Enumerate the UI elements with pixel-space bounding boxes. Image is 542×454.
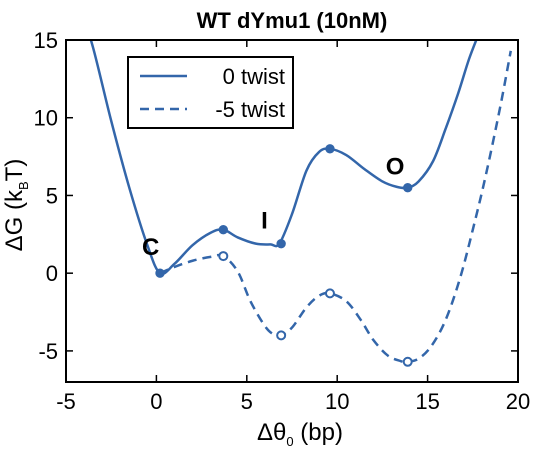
- data-point: [403, 182, 413, 193]
- state-label-i: I: [261, 208, 268, 235]
- legend-box: [127, 56, 294, 129]
- legend-label-0-twist: 0 twist: [223, 64, 285, 89]
- y-tick-label: -5: [38, 339, 58, 364]
- x-tick-label: 15: [415, 389, 439, 414]
- data-point: [218, 224, 228, 235]
- data-point: [218, 251, 229, 262]
- x-axis-title: Δθ0 (bp): [257, 419, 343, 449]
- legend: 0 twist -5 twist: [127, 56, 294, 129]
- series-curves: [89, 40, 512, 364]
- series-line-neg5-twist: [159, 50, 512, 364]
- x-tick-label: 20: [506, 389, 530, 414]
- y-axis-title-tail: T): [1, 159, 28, 182]
- y-tick-label: 10: [34, 106, 58, 131]
- data-point: [155, 268, 165, 278]
- data-point: [276, 330, 287, 341]
- y-axis-title-sub: B: [16, 181, 31, 190]
- x-tick-label: 5: [241, 389, 253, 414]
- series-markers: [155, 144, 413, 367]
- x-tick-label: -5: [56, 389, 76, 414]
- series-line-0-twist: [89, 40, 478, 276]
- x-axis-title-main: Δθ: [257, 419, 286, 446]
- plot-frame: [65, 39, 519, 383]
- chart-title: WT dYmu1 (10nM): [197, 8, 388, 33]
- x-axis-title-tail: (bp): [294, 419, 343, 446]
- y-axis-title: ΔG (kBT): [1, 159, 31, 252]
- y-axis-title-main: ΔG (k: [1, 189, 28, 251]
- state-label-o: O: [386, 154, 405, 181]
- data-point: [402, 356, 413, 367]
- legend-label-neg5-twist: -5 twist: [215, 97, 285, 122]
- data-point: [324, 288, 335, 299]
- state-annotations: C I O: [142, 154, 404, 262]
- x-tick-label: 10: [325, 389, 349, 414]
- x-tick-label: 0: [150, 389, 162, 414]
- y-tick-label: 15: [34, 28, 58, 53]
- x-axis-title-sub: 0: [286, 434, 293, 449]
- state-label-c: C: [142, 234, 159, 261]
- data-point: [276, 238, 286, 249]
- axis-ticks: -5 0 5 10 15 20 -5 0 5 10 15: [34, 28, 531, 414]
- data-point: [325, 144, 335, 154]
- y-tick-label: 5: [46, 183, 58, 208]
- y-tick-label: 0: [46, 261, 58, 286]
